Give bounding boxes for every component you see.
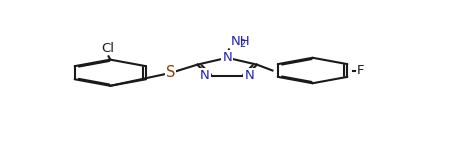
Text: N: N: [200, 69, 210, 82]
Text: NH: NH: [230, 35, 250, 48]
Text: Cl: Cl: [101, 42, 114, 55]
Text: F: F: [357, 64, 365, 77]
Text: N: N: [222, 51, 232, 64]
Text: N: N: [244, 69, 254, 82]
Text: 2: 2: [240, 39, 246, 49]
Text: S: S: [166, 65, 176, 80]
